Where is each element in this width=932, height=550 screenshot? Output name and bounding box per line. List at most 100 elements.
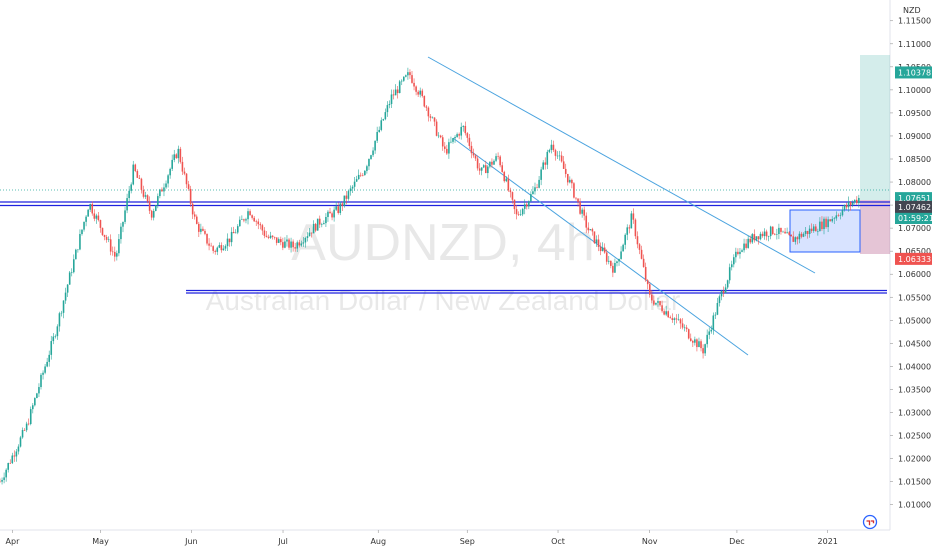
candle-body [569,179,571,183]
candle-body [636,236,639,245]
candle-body [706,334,708,345]
y-tick-label: 1.08500 [898,155,931,164]
description-watermark: Australian Dollar / New Zealand Dollar [206,285,681,316]
long-position-stop-zone[interactable] [860,200,890,254]
long-position-target-zone[interactable] [860,55,890,200]
candle-body [573,183,575,198]
candle-body [847,202,850,208]
symbol-watermark: AUDNZD, 4h [291,214,594,272]
candle-body [761,233,764,237]
candle-body [689,338,692,341]
candle-body [665,311,667,315]
y-tick-label: 1.04000 [898,362,931,371]
candle-body [677,319,680,320]
x-tick-label: Aug [370,537,386,546]
candle-body [286,239,288,242]
y-tick-label: 1.11000 [898,40,931,49]
candle-body [726,280,729,288]
candle-body [472,153,475,156]
candle-body [44,366,46,373]
candle-body [165,183,167,188]
candle-body [515,209,518,215]
candle-body [177,148,180,159]
candle-body [593,231,596,244]
candle-body [81,229,83,235]
candle-body [327,211,329,218]
candle-body [776,234,778,235]
candle-body [200,228,202,232]
consolidation-rectangle[interactable] [789,209,861,253]
price-axis-background[interactable] [890,0,932,530]
candle-body [659,301,661,306]
candle-body [733,257,735,265]
candle-body [858,197,860,204]
candle-body [56,326,59,337]
x-tick-label: Nov [642,537,658,546]
candle-body [523,204,526,209]
candle-body [525,204,528,207]
candle-body [405,75,407,77]
candle-body [747,238,749,248]
candle-body [126,198,128,211]
candle-body [614,263,616,273]
candle-body [7,463,9,470]
candle-body [175,154,178,159]
candle-body [243,219,245,221]
candle-body [480,167,483,171]
candle-body [788,232,790,235]
candle-body [128,190,130,199]
price-badge [895,211,932,224]
candle-body [421,90,424,97]
candle-body [370,155,372,159]
candle-body [630,213,633,229]
candle-body [583,209,585,216]
candle-body [36,393,38,399]
candle-body [774,234,776,235]
candle-body [400,80,403,82]
candle-body [310,232,313,234]
candle-body [443,146,446,149]
candle-body [796,237,799,240]
candle-body [107,239,110,240]
currency-label: NZD [903,6,921,15]
candle-body [429,116,432,118]
candle-body [99,220,102,228]
candle-body [23,429,26,431]
x-tick-label: Jun [184,537,198,546]
candle-body [265,235,268,237]
candle-body [31,405,34,410]
y-tick-label: 1.01500 [898,478,931,487]
candle-body [741,250,743,252]
candle-body [280,239,282,243]
candle-body [97,215,100,221]
price-badge [895,252,932,265]
candle-body [497,156,499,157]
candle-body [663,311,665,315]
candle-body [843,205,846,210]
candle-body [241,219,243,220]
candle-body [269,235,272,238]
candle-body [749,238,752,243]
candle-body [308,232,311,237]
candle-body [517,214,520,215]
price-series [0,67,860,485]
candle-body [179,148,182,162]
candle-body [648,284,651,295]
candle-body [587,227,590,231]
candle-body [802,233,805,237]
candle-body [232,231,235,234]
candle-body [642,258,645,267]
tradingview-logo-icon[interactable] [862,514,878,530]
x-tick-label: May [92,537,109,546]
candle-body [700,341,702,349]
candle-body [167,175,169,184]
candle-body [415,86,417,92]
candle-body [423,96,426,107]
candle-body [812,226,815,231]
candle-body [349,188,352,192]
candle-body [136,171,139,178]
candle-body [247,211,249,220]
candle-body [675,318,678,320]
candle-body [464,125,467,134]
